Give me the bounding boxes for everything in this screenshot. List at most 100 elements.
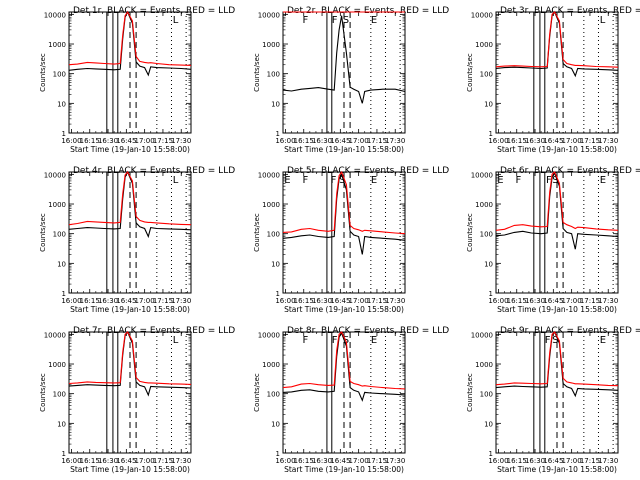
x-tick-label: 16:45 — [330, 137, 350, 145]
x-tick-label: 16:00 — [61, 137, 81, 145]
y-tick-label: 10000 — [44, 331, 66, 339]
x-tick-label: 17:00 — [135, 297, 155, 305]
x-tick-label: 16:45 — [330, 457, 350, 465]
y-tick-label: 10000 — [44, 171, 66, 179]
x-tick-label: 16:30 — [312, 457, 332, 465]
phase-annotation: F — [546, 175, 552, 186]
phase-annotation: E — [371, 335, 377, 346]
phase-annotation: F — [332, 15, 338, 26]
x-tick-label: 16:45 — [330, 297, 350, 305]
x-tick-label: 16:15 — [507, 457, 527, 465]
x-axis-label: Start Time (19-Jan-10 15:58:00) — [70, 145, 190, 154]
x-tick-label: 17:15 — [367, 297, 387, 305]
y-tick-label: 100 — [267, 231, 280, 239]
y-tick-label: 1 — [489, 130, 493, 138]
lld-series-line — [495, 331, 619, 387]
chart-title: Det 9r, BLACK = Events, RED = LLD — [500, 326, 640, 336]
events-series-line — [68, 10, 192, 77]
y-tick-label: 1000 — [262, 41, 280, 49]
y-tick-label: 10000 — [258, 11, 280, 19]
chart-panel-9: Det 9r, BLACK = Events, RED = LLD 1 10 100 1… — [466, 326, 640, 474]
phase-annotation: S — [552, 335, 558, 346]
y-tick-label: 100 — [53, 391, 66, 399]
x-tick-label: 17:15 — [580, 137, 600, 145]
y-tick-label: 1000 — [48, 41, 66, 49]
y-tick-label: 10 — [484, 260, 493, 268]
y-axis-label: Counts/sec — [253, 213, 261, 252]
phase-annotation: S — [552, 175, 558, 186]
phase-annotation: F — [303, 175, 309, 186]
chart-title: Det 1r, BLACK = Events, RED = LLD — [73, 6, 235, 16]
y-tick-label: 10 — [271, 100, 280, 108]
x-tick-label: 16:15 — [294, 137, 314, 145]
x-tick-label: 16:00 — [488, 137, 508, 145]
chart-title: Det 8r, BLACK = Events, RED = LLD — [287, 326, 449, 336]
y-tick-label: 100 — [53, 231, 66, 239]
events-series-line — [282, 15, 406, 104]
phase-annotation: S — [343, 15, 349, 26]
x-tick-label: 16:30 — [525, 297, 545, 305]
chart-title: Det 5r, BLACK = Events, RED = LLD — [287, 166, 449, 176]
x-axis-label: Start Time (19-Jan-10 15:58:00) — [497, 305, 617, 314]
y-tick-label: 10 — [57, 100, 66, 108]
y-tick-label: 1000 — [475, 41, 493, 49]
lld-series-line — [68, 331, 192, 385]
x-tick-label: 17:30 — [385, 297, 405, 305]
x-tick-label: 16:15 — [507, 297, 527, 305]
phase-annotation: L — [600, 15, 606, 26]
y-tick-label: 1 — [489, 450, 493, 458]
chart-title: Det 4r, BLACK = Events, RED = LLD — [73, 166, 235, 176]
y-tick-label: 100 — [267, 71, 280, 79]
lld-series-line — [68, 171, 192, 226]
x-axis-label: Start Time (19-Jan-10 15:58:00) — [284, 305, 404, 314]
phase-annotation: L — [173, 175, 179, 186]
x-tick-label: 16:30 — [312, 297, 332, 305]
x-tick-label: 17:15 — [580, 297, 600, 305]
phase-annotation: S — [339, 175, 345, 186]
x-tick-label: 17:00 — [349, 457, 369, 465]
y-tick-label: 10000 — [44, 11, 66, 19]
phase-annotation: E — [371, 15, 377, 26]
y-axis-label: Counts/sec — [466, 53, 474, 92]
phase-annotation: F — [331, 175, 337, 186]
x-axis-label: Start Time (19-Jan-10 15:58:00) — [497, 145, 617, 154]
lld-series-line — [68, 10, 192, 66]
y-tick-label: 10 — [57, 420, 66, 428]
phase-annotation: L — [173, 15, 179, 26]
events-series-line — [495, 330, 619, 398]
phase-annotation: F — [303, 335, 309, 346]
x-tick-label: 17:00 — [562, 137, 582, 145]
y-tick-label: 1000 — [475, 201, 493, 209]
x-tick-label: 17:00 — [349, 137, 369, 145]
x-tick-label: 17:00 — [135, 457, 155, 465]
x-axis-label: Start Time (19-Jan-10 15:58:00) — [497, 465, 617, 474]
y-tick-label: 100 — [480, 71, 493, 79]
phase-annotation: F — [516, 175, 522, 186]
x-tick-label: 17:00 — [562, 297, 582, 305]
x-tick-label: 17:15 — [367, 137, 387, 145]
y-tick-label: 1000 — [48, 361, 66, 369]
x-tick-label: 16:15 — [80, 137, 100, 145]
y-axis-label: Counts/sec — [39, 373, 47, 412]
x-tick-label: 16:15 — [294, 297, 314, 305]
events-series-line — [495, 171, 619, 250]
x-tick-label: 17:30 — [171, 457, 191, 465]
chart-title: Det 3r, BLACK = Events, RED = LLD — [500, 6, 640, 16]
x-tick-label: 16:45 — [116, 297, 136, 305]
x-tick-label: 17:15 — [367, 457, 387, 465]
y-tick-label: 1000 — [262, 361, 280, 369]
x-tick-label: 17:30 — [171, 137, 191, 145]
y-tick-label: 100 — [267, 391, 280, 399]
chart-title: Det 7r, BLACK = Events, RED = LLD — [73, 326, 235, 336]
y-tick-label: 10 — [271, 260, 280, 268]
x-tick-label: 17:15 — [153, 137, 173, 145]
phase-annotation: F — [303, 15, 309, 26]
phase-annotation: E — [371, 175, 377, 186]
y-tick-label: 100 — [53, 71, 66, 79]
x-tick-label: 16:00 — [275, 297, 295, 305]
x-tick-label: 16:45 — [116, 137, 136, 145]
x-tick-label: 17:15 — [580, 457, 600, 465]
y-tick-label: 10000 — [471, 171, 493, 179]
chart-panel-8: Det 8r, BLACK = Events, RED = LLD 1 10 100 1… — [253, 326, 449, 474]
chart-panel-5: Det 5r, BLACK = Events, RED = LLD 1 10 100 1… — [253, 166, 449, 314]
